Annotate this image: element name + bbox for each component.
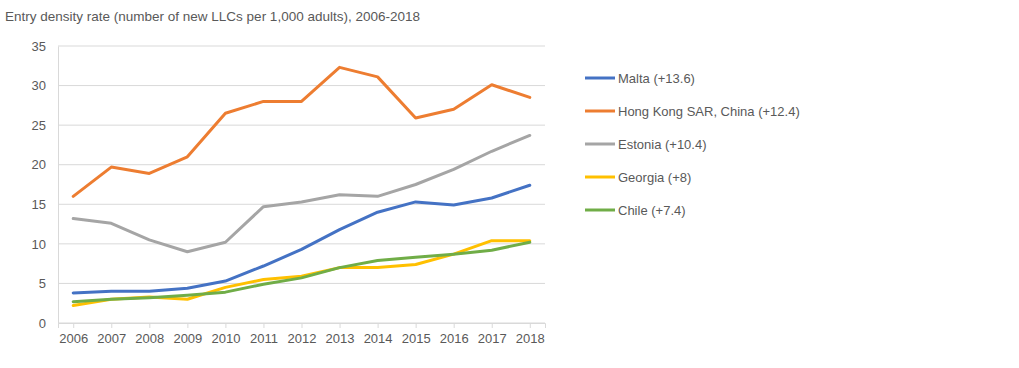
y-tick: 0 (39, 316, 58, 331)
x-tick-mark (225, 323, 226, 328)
grid-line (58, 243, 545, 244)
x-tick: 2014 (364, 323, 393, 346)
y-tick-label: 5 (39, 276, 46, 291)
x-tick: 2018 (516, 323, 545, 346)
x-tick-mark (530, 323, 531, 328)
grid (58, 46, 545, 323)
x-tick-label: 2014 (364, 331, 393, 346)
y-tick: 20 (32, 157, 58, 172)
grid-line (58, 204, 545, 205)
chart: Entry density rate (number of new LLCs p… (0, 0, 1019, 368)
y-tick: 15 (32, 197, 58, 212)
legend-swatch (585, 176, 615, 179)
legend-swatch (585, 110, 615, 113)
x-tick-label: 2015 (402, 331, 431, 346)
x-tick-label: 2010 (211, 331, 240, 346)
x-tick-label: 2011 (250, 331, 278, 346)
y-axis-line (58, 47, 59, 324)
x-tick: 2008 (135, 323, 164, 346)
x-tick-mark (454, 323, 455, 328)
y-tick-label: 15 (32, 197, 46, 212)
x-tick-mark (302, 323, 303, 328)
x-tick-mark (378, 323, 379, 328)
legend-label: Chile (+7.4) (618, 203, 686, 218)
x-tick: 2017 (478, 323, 507, 346)
y-tick-label: 10 (32, 237, 46, 252)
series-line (73, 242, 530, 301)
lines (73, 67, 530, 305)
x-tick-label: 2006 (59, 331, 88, 346)
x-tick-mark (149, 323, 150, 328)
y-tick: 25 (32, 118, 58, 133)
x-tick-label: 2008 (135, 331, 164, 346)
y-tick-label: 30 (32, 78, 46, 93)
grid-line (58, 283, 545, 284)
x-axis-line (59, 324, 546, 329)
y-tick: 35 (32, 39, 58, 54)
legend-label: Hong Kong SAR, China (+12.4) (618, 104, 800, 119)
y-tick-label: 0 (39, 316, 46, 331)
legend-item: Estonia (+10.4) (585, 137, 707, 152)
x-tick: 2009 (173, 323, 202, 346)
x-tick: 2006 (59, 323, 88, 346)
x-tick-mark (416, 323, 417, 328)
title: Entry density rate (number of new LLCs p… (5, 9, 420, 24)
x-tick-mark (187, 323, 188, 328)
legend-item: Georgia (+8) (585, 170, 691, 185)
x-tick: 2012 (288, 323, 317, 346)
x-tick-mark (111, 323, 112, 328)
grid-line (58, 164, 545, 165)
x-tick-mark (492, 323, 493, 328)
x-tick-label: 2007 (97, 331, 126, 346)
series-line (73, 241, 530, 306)
legend-label: Estonia (+10.4) (618, 137, 707, 152)
x-tick: 2013 (326, 323, 355, 346)
y-tick: 10 (32, 237, 58, 252)
legend-label: Georgia (+8) (618, 170, 691, 185)
legend-swatch (585, 209, 615, 212)
grid-line (58, 125, 545, 126)
y-tick-label: 35 (32, 39, 46, 54)
legend-swatch (585, 77, 615, 80)
y-tick: 30 (32, 78, 58, 93)
x-tick: 2010 (211, 323, 240, 346)
y-tick-label: 25 (32, 118, 46, 133)
x-tick-mark (340, 323, 341, 328)
x-tick-label: 2009 (173, 331, 202, 346)
x-tick-mark (263, 323, 264, 328)
grid-line (58, 85, 545, 86)
legend: Malta (+13.6) Hong Kong SAR, China (+12.4… (585, 71, 800, 218)
x-tick-label: 2012 (288, 331, 317, 346)
series-line (73, 135, 530, 251)
legend-item: Hong Kong SAR, China (+12.4) (585, 104, 800, 119)
x-tick: 2011 (250, 323, 278, 346)
x-tick: 2015 (402, 323, 431, 346)
x-tick: 2016 (440, 323, 469, 346)
legend-item: Malta (+13.6) (585, 71, 695, 86)
y-tick: 5 (39, 276, 58, 291)
x-tick-mark (73, 323, 74, 328)
legend-item: Chile (+7.4) (585, 203, 686, 218)
x-tick-label: 2018 (516, 331, 545, 346)
series-line (73, 67, 530, 196)
y-tick-label: 20 (32, 157, 46, 172)
x-tick-label: 2016 (440, 331, 469, 346)
legend-label: Malta (+13.6) (618, 71, 695, 86)
grid-line (58, 46, 545, 47)
legend-swatch (585, 143, 615, 146)
x-tick-label: 2013 (326, 331, 355, 346)
x-tick: 2007 (97, 323, 126, 346)
y-axis: 0 5 10 15 20 25 30 35 (32, 39, 59, 331)
x-axis: 2006 2007 2008 2009 2010 2011 2012 2013 2014 2015… (59, 323, 546, 346)
x-tick-label: 2017 (478, 331, 507, 346)
